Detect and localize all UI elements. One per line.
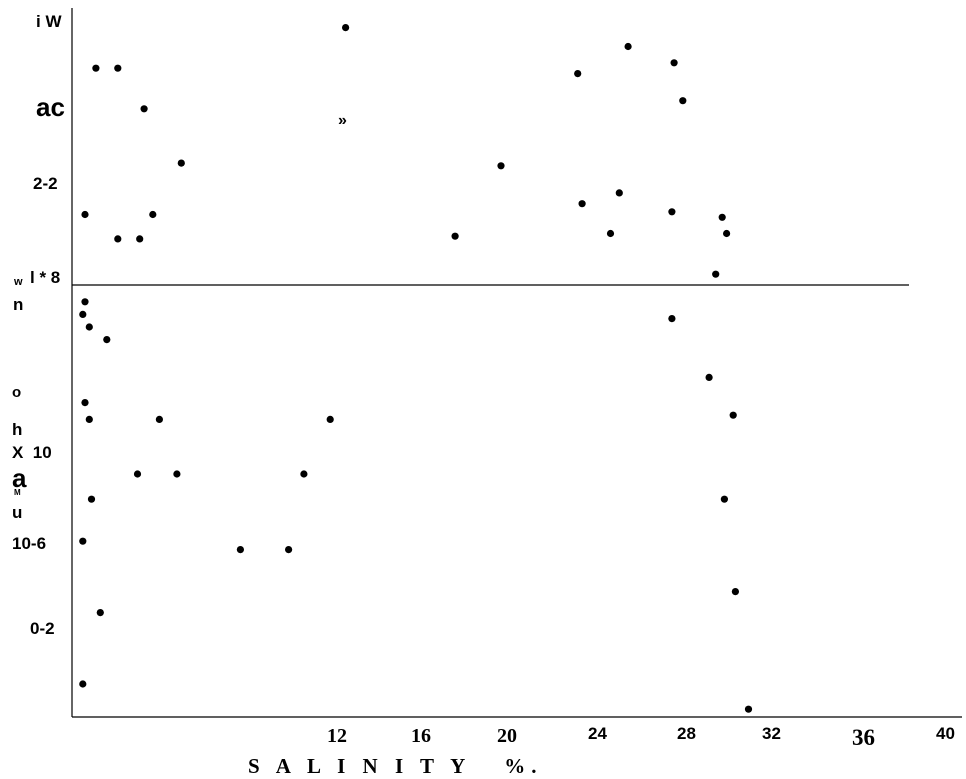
top-point <box>177 159 185 167</box>
y-label-1: i W <box>36 12 62 31</box>
top-point <box>136 235 144 243</box>
top-point <box>615 189 623 197</box>
top-point <box>149 210 157 219</box>
top-point <box>668 208 676 216</box>
top-point <box>114 64 122 72</box>
bottom-point <box>96 609 104 617</box>
x-tick-label: 24 <box>588 724 607 743</box>
x-tick-label: 28 <box>677 724 696 743</box>
bottom-point <box>236 546 244 554</box>
x-tick-label: 32 <box>762 724 781 743</box>
top-point <box>606 229 615 238</box>
top-panel-points <box>81 24 731 278</box>
bottom-point <box>705 373 713 381</box>
bottom-point <box>729 411 737 419</box>
top-point <box>578 200 586 208</box>
x-tick-label: 36 <box>852 725 875 750</box>
x-tick-label: 20 <box>497 725 517 747</box>
top-point <box>140 105 148 113</box>
y-label-14: 10-6 <box>12 534 46 553</box>
y-label-2: ac <box>36 92 65 122</box>
top-point <box>679 97 687 105</box>
bottom-point <box>668 315 676 323</box>
y-label-6: l * 8 <box>30 268 60 287</box>
bottom-point <box>79 680 87 688</box>
bottom-point <box>81 298 89 306</box>
x-tick-label: 12 <box>327 725 347 747</box>
bottom-point <box>300 470 308 478</box>
x-tick-label: 40 <box>936 724 955 743</box>
top-point <box>712 270 720 278</box>
top-point <box>723 229 731 238</box>
bottom-point <box>85 415 93 423</box>
y-label-7: n <box>13 295 23 314</box>
y-label-4: 2-2 <box>33 174 58 193</box>
bottom-point <box>326 415 334 423</box>
bottom-panel-points <box>79 298 753 713</box>
y-label-15: 0-2 <box>30 619 55 638</box>
y-label-8: o <box>12 384 21 401</box>
top-point <box>574 70 582 78</box>
bottom-point <box>133 470 142 478</box>
top-point <box>342 24 350 32</box>
bottom-point <box>173 470 181 478</box>
top-point <box>114 235 122 243</box>
bottom-point <box>155 415 163 423</box>
bottom-point <box>79 310 87 318</box>
top-point <box>624 42 632 51</box>
y-label-3: » <box>338 112 347 129</box>
bottom-point <box>285 546 293 554</box>
bottom-point <box>87 495 96 503</box>
top-point <box>81 210 89 219</box>
y-label-13: u <box>12 503 22 522</box>
y-label-11: a <box>12 463 27 493</box>
bottom-point <box>85 323 93 331</box>
top-point <box>497 162 505 170</box>
top-point <box>670 59 678 67</box>
top-point <box>451 232 459 240</box>
x-tick-label: 16 <box>411 725 431 747</box>
bottom-point <box>720 495 729 503</box>
top-point <box>92 64 100 72</box>
y-label-5: w <box>13 276 23 288</box>
bottom-point <box>744 705 753 713</box>
bottom-point <box>103 336 111 344</box>
x-axis-title: S A L I N I T Y %. <box>248 754 543 778</box>
top-point <box>718 213 726 221</box>
bottom-point <box>81 399 89 407</box>
y-label-12: M <box>14 488 21 497</box>
bottom-point <box>79 537 87 545</box>
y-label-9: h <box>12 420 22 439</box>
y-label-10: X 10 <box>12 443 52 462</box>
bottom-point <box>731 588 740 596</box>
